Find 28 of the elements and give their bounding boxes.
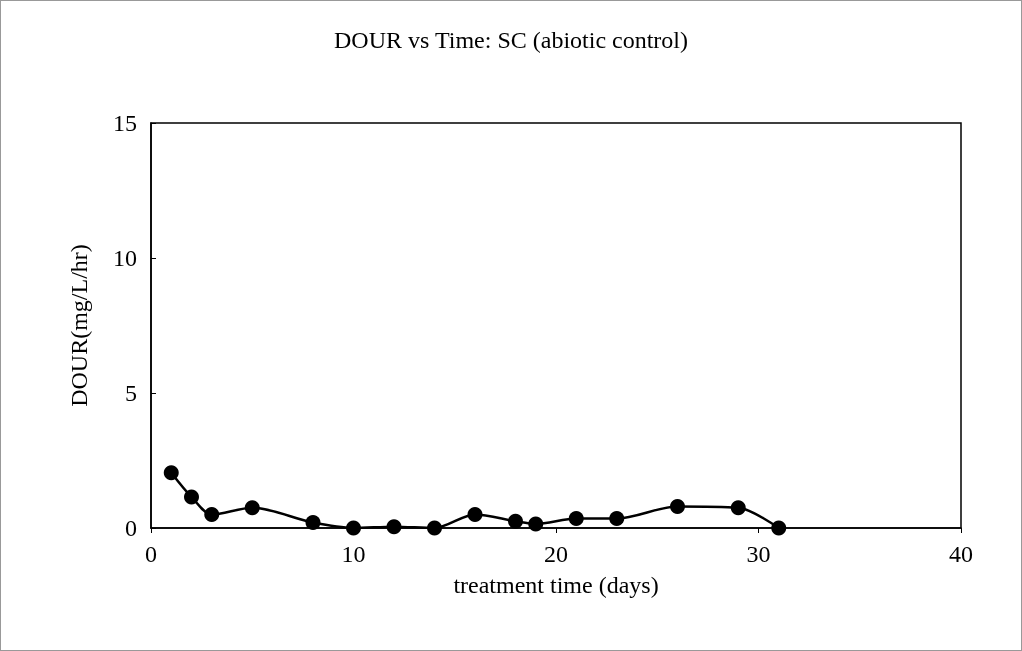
- point: [204, 507, 220, 522]
- x-axis-title: treatment time (days): [453, 572, 659, 598]
- point: [568, 511, 584, 527]
- point: [184, 489, 199, 505]
- point: [467, 507, 483, 522]
- y-tick-label: 15: [113, 110, 137, 136]
- point: [670, 498, 685, 514]
- x-tick-label: 0: [145, 541, 157, 567]
- point: [244, 500, 260, 516]
- point: [528, 516, 544, 532]
- x-tick-label: 30: [746, 541, 771, 567]
- point: [346, 520, 361, 536]
- point: [427, 520, 442, 536]
- y-tick-label: 10: [113, 245, 137, 271]
- x-tick-label: 20: [544, 541, 568, 567]
- point: [771, 520, 787, 536]
- x-tick-label: 40: [949, 541, 973, 567]
- point: [508, 513, 523, 529]
- chart-title: DOUR vs Time: SC (abiotic control): [333, 27, 689, 53]
- y-tick-label: 5: [125, 380, 137, 406]
- y-tick-label: 0: [125, 515, 137, 541]
- x-tick-label: 10: [341, 541, 366, 567]
- point: [386, 519, 402, 535]
- y-axis-title: DOUR(mg/L/hr): [66, 244, 92, 407]
- point: [609, 511, 625, 527]
- point: [163, 465, 179, 481]
- point: [730, 500, 746, 516]
- point: [305, 515, 321, 531]
